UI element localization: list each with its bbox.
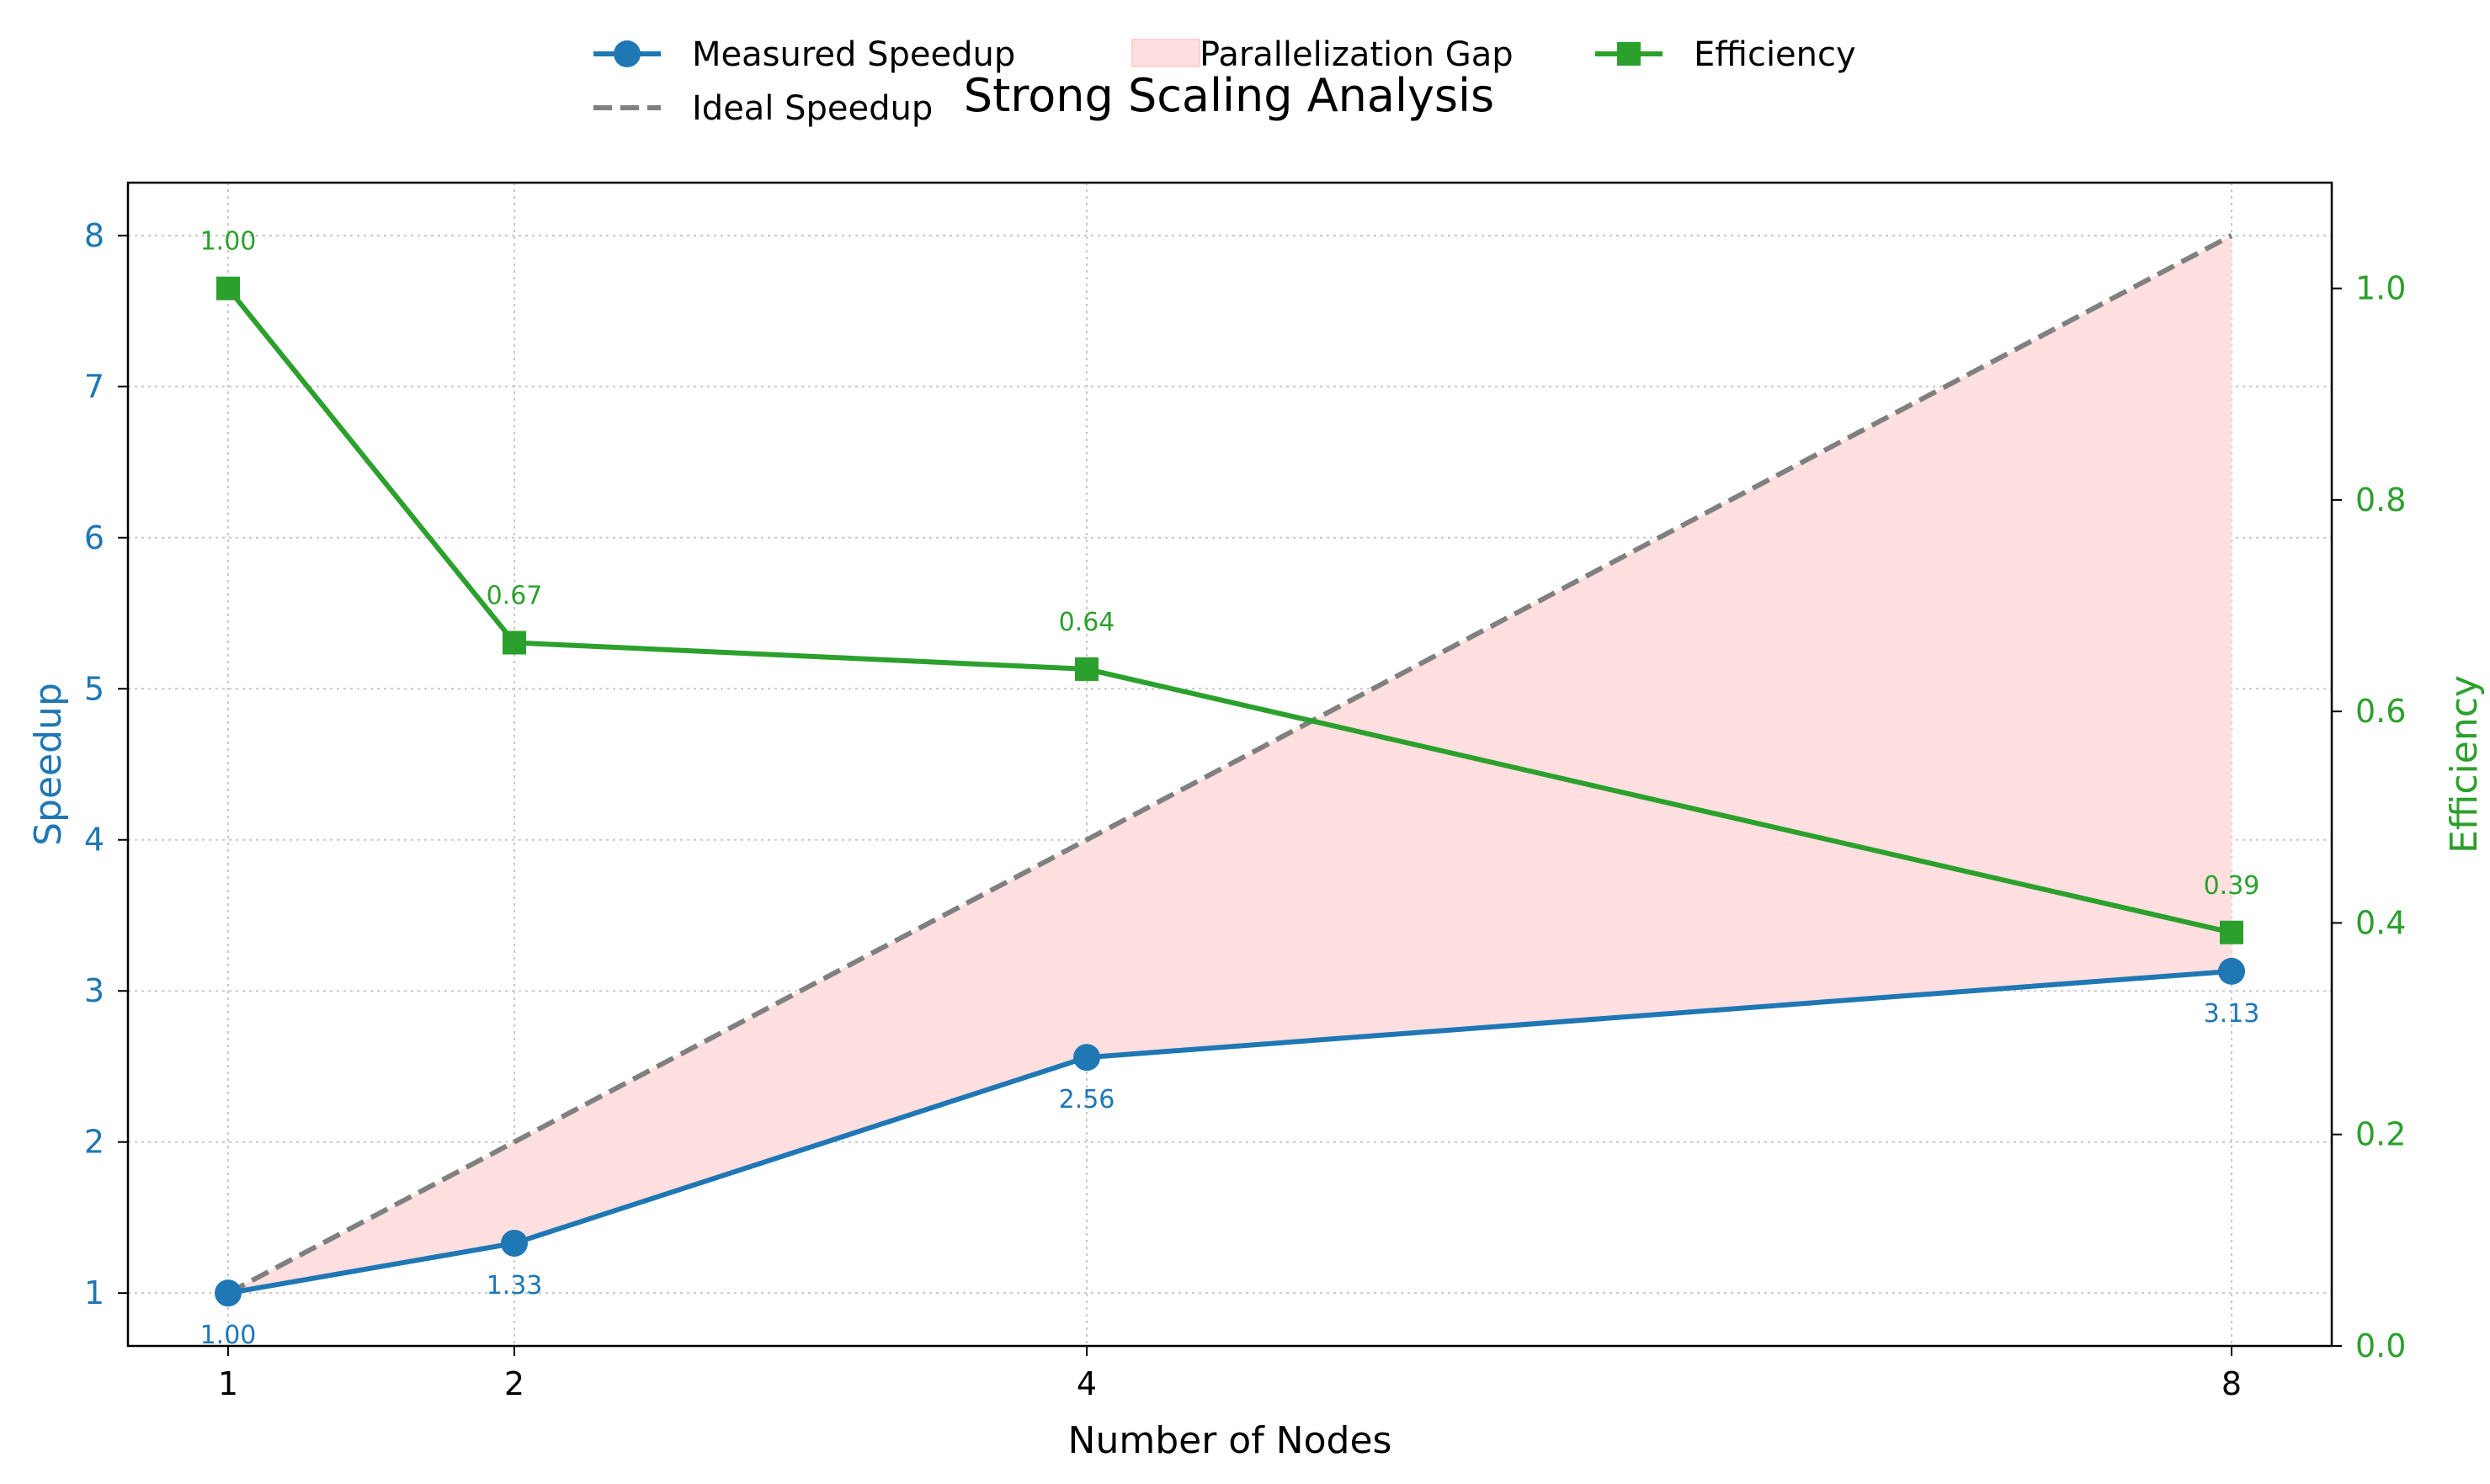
right-y-axis-label: Efficiency	[2443, 675, 2486, 854]
legend-gap-label: Parallelization Gap	[1200, 35, 1514, 74]
efficiency-markers	[216, 276, 2243, 944]
left-y-tick-label: 7	[84, 368, 104, 405]
x-tick-label: 1	[218, 1365, 238, 1402]
legend-gap-swatch	[1131, 39, 1200, 67]
plot-frame	[126, 181, 2333, 1348]
left-y-axis-label: Speedup	[27, 683, 70, 846]
efficiency-point	[1075, 657, 1099, 681]
right-y-tick-label: 1.0	[2355, 270, 2406, 307]
legend-efficiency-label: Efficiency	[1694, 35, 1856, 74]
efficiency-value-label: 0.67	[487, 582, 543, 611]
right-y-tick-label: 0.8	[2355, 481, 2406, 519]
legend-item-parallelization-gap: Parallelization Gap	[1131, 35, 1514, 74]
x-axis-label: Number of Nodes	[1068, 1419, 1392, 1462]
ideal-speedup-line	[226, 233, 2233, 1295]
measured-speedup-markers	[215, 957, 2245, 1307]
chart-title: Strong Scaling Analysis	[964, 69, 1494, 122]
legend-item-measured-speedup: Measured Speedup	[593, 35, 1015, 74]
x-axis-ticks: 1 2 4 8	[218, 1346, 2242, 1402]
legend-item-ideal-speedup: Ideal Speedup	[593, 89, 933, 128]
left-y-tick-label: 4	[84, 822, 104, 859]
efficiency-line	[226, 286, 2232, 935]
x-tick-label: 4	[1077, 1365, 1097, 1402]
legend-item-efficiency: Efficiency	[1595, 35, 1856, 74]
right-y-tick-label: 0.4	[2355, 904, 2406, 941]
measured-speedup-point	[2218, 957, 2245, 985]
legend-ideal-label: Ideal Speedup	[692, 89, 933, 128]
right-y-tick-label: 0.6	[2355, 693, 2406, 730]
left-y-tick-label: 6	[84, 519, 104, 556]
legend-measured-label: Measured Speedup	[692, 35, 1015, 74]
right-y-tick-label: 0.2	[2355, 1116, 2406, 1153]
left-y-axis-ticks: 1 2 3 4 5 6 7 8	[84, 217, 128, 1311]
measured-speedup-value-label: 2.56	[1059, 1085, 1115, 1114]
x-tick-label: 2	[504, 1365, 524, 1402]
legend-efficiency-marker	[1617, 42, 1641, 66]
left-y-tick-label: 1	[84, 1274, 104, 1311]
efficiency-point	[503, 630, 526, 655]
efficiency-value-label: 1.00	[200, 227, 257, 257]
measured-speedup-line	[227, 968, 2232, 1296]
efficiency-point	[216, 276, 240, 301]
efficiency-point	[2220, 920, 2243, 944]
legend: Measured Speedup Ideal Speedup Paralleli…	[593, 35, 1856, 128]
measured-speedup-point	[215, 1279, 242, 1307]
measured-speedup-value-label: 1.33	[487, 1271, 543, 1300]
efficiency-labels: 1.00 0.67 0.64 0.39	[200, 227, 2260, 901]
x-tick-label: 8	[2221, 1365, 2242, 1402]
efficiency-value-label: 0.64	[1059, 608, 1115, 637]
left-y-tick-label: 5	[84, 670, 104, 707]
measured-speedup-point	[501, 1229, 528, 1257]
measured-speedup-value-label: 3.13	[2204, 999, 2260, 1029]
left-y-tick-label: 3	[84, 972, 104, 1009]
left-y-tick-label: 2	[84, 1124, 104, 1161]
right-y-axis-ticks: 0.0 0.2 0.4 0.6 0.8 1.0	[2332, 270, 2406, 1364]
right-y-tick-label: 0.0	[2355, 1327, 2406, 1364]
measured-speedup-point	[1073, 1044, 1100, 1072]
legend-measured-marker	[614, 40, 641, 67]
efficiency-value-label: 0.39	[2204, 871, 2260, 901]
left-y-tick-label: 8	[84, 217, 104, 254]
